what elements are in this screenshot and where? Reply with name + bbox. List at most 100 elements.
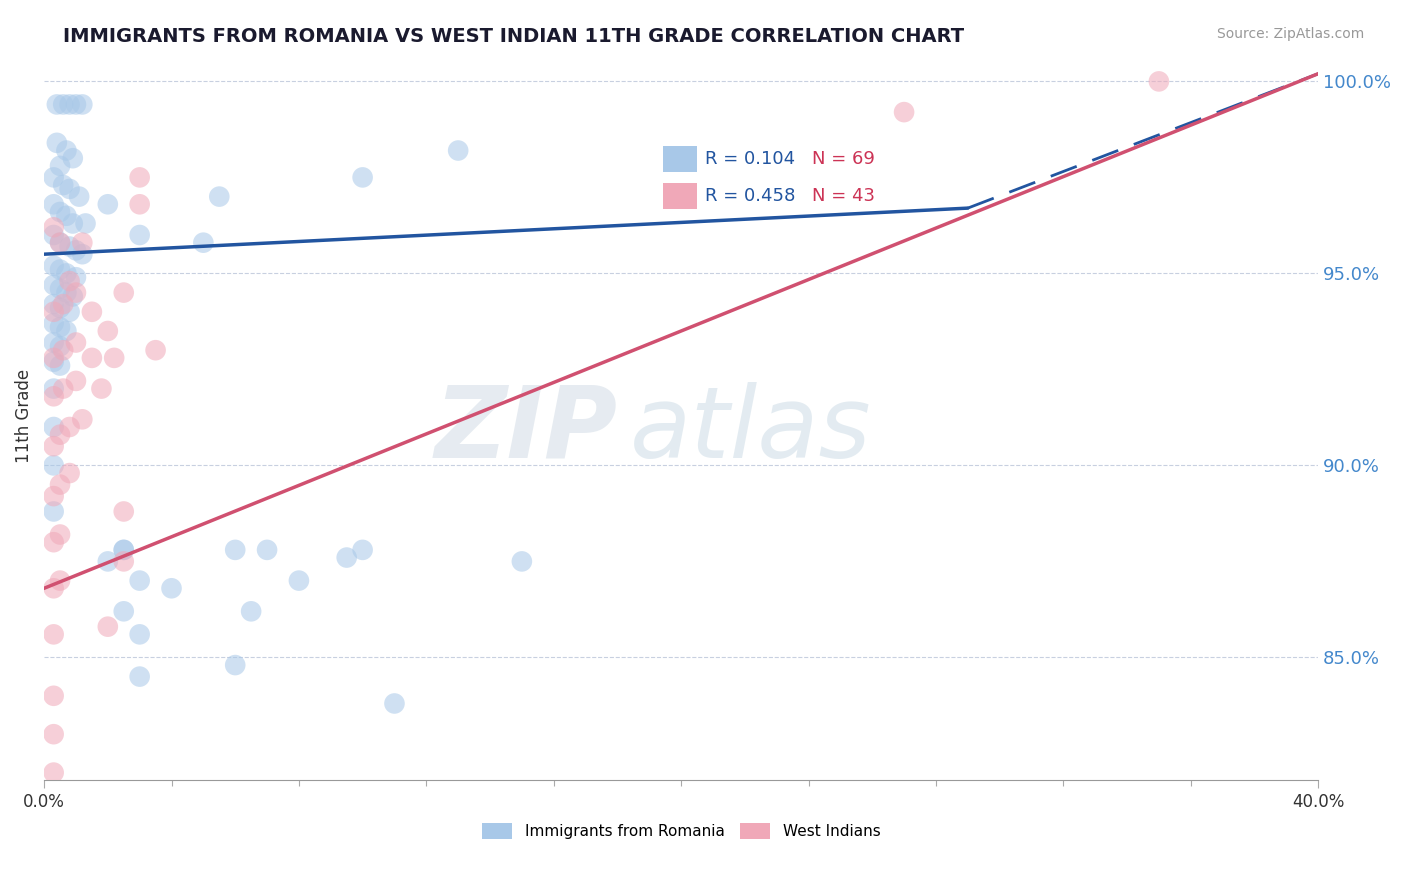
Point xyxy=(42,170,65,185)
Point xyxy=(42,727,65,741)
Point xyxy=(55,285,77,300)
Point xyxy=(42,439,65,453)
Y-axis label: 11th Grade: 11th Grade xyxy=(15,368,32,463)
Point xyxy=(65,244,87,258)
Bar xyxy=(664,183,697,209)
Point xyxy=(62,151,84,165)
Point xyxy=(42,627,65,641)
Point xyxy=(49,235,72,250)
Point xyxy=(58,239,80,253)
Point xyxy=(1147,74,1170,88)
Point xyxy=(65,374,87,388)
Point xyxy=(55,267,77,281)
Text: Source: ZipAtlas.com: Source: ZipAtlas.com xyxy=(1216,27,1364,41)
Point xyxy=(112,504,135,518)
Point xyxy=(384,697,406,711)
Point xyxy=(55,209,77,223)
Text: IMMIGRANTS FROM ROMANIA VS WEST INDIAN 11TH GRADE CORRELATION CHART: IMMIGRANTS FROM ROMANIA VS WEST INDIAN 1… xyxy=(63,27,965,45)
Point xyxy=(62,289,84,303)
Point xyxy=(97,324,120,338)
Point xyxy=(58,97,80,112)
Point xyxy=(893,105,915,120)
Point xyxy=(224,542,246,557)
Point xyxy=(90,382,112,396)
Point xyxy=(240,604,263,618)
Point xyxy=(65,97,87,112)
Point xyxy=(49,359,72,373)
Point xyxy=(45,136,67,150)
Point xyxy=(49,282,72,296)
Point xyxy=(65,335,87,350)
Point xyxy=(45,97,67,112)
Point xyxy=(352,170,374,185)
Point xyxy=(52,97,75,112)
Point xyxy=(58,420,80,434)
Point xyxy=(42,582,65,596)
Point xyxy=(42,535,65,549)
Point xyxy=(49,262,72,277)
Text: R = 0.458: R = 0.458 xyxy=(704,186,796,204)
Point xyxy=(42,277,65,292)
Point xyxy=(42,458,65,473)
Point xyxy=(336,550,359,565)
Point xyxy=(112,542,135,557)
Point xyxy=(112,285,135,300)
Point xyxy=(52,343,75,358)
Point xyxy=(49,527,72,541)
Point xyxy=(49,235,72,250)
Point xyxy=(42,351,65,365)
Point xyxy=(145,343,167,358)
Point xyxy=(128,227,150,242)
Point xyxy=(80,305,103,319)
Point xyxy=(42,382,65,396)
Point xyxy=(42,197,65,211)
Point xyxy=(42,689,65,703)
Point xyxy=(447,144,470,158)
Point xyxy=(72,235,94,250)
Point xyxy=(160,582,183,596)
Point xyxy=(49,301,72,315)
Point xyxy=(75,217,97,231)
Point xyxy=(128,627,150,641)
Point xyxy=(65,270,87,285)
Point xyxy=(42,504,65,518)
Point xyxy=(49,574,72,588)
Point xyxy=(42,420,65,434)
Point xyxy=(49,477,72,491)
Point xyxy=(58,466,80,480)
Point xyxy=(224,658,246,673)
Point xyxy=(42,355,65,369)
Point xyxy=(52,382,75,396)
Point xyxy=(42,297,65,311)
Point xyxy=(62,217,84,231)
Point xyxy=(112,542,135,557)
Point xyxy=(49,159,72,173)
Point xyxy=(97,197,120,211)
Point xyxy=(128,170,150,185)
Text: N = 69: N = 69 xyxy=(813,150,875,168)
Point xyxy=(128,670,150,684)
Point xyxy=(42,812,65,826)
Point xyxy=(49,339,72,353)
Legend: Immigrants from Romania, West Indians: Immigrants from Romania, West Indians xyxy=(475,817,886,846)
Point xyxy=(103,351,125,365)
Point xyxy=(112,554,135,568)
Point xyxy=(52,178,75,192)
Text: atlas: atlas xyxy=(630,382,872,479)
Point xyxy=(208,189,231,203)
Point xyxy=(55,324,77,338)
Point xyxy=(42,489,65,503)
Point xyxy=(58,182,80,196)
Point xyxy=(193,235,215,250)
Point xyxy=(352,542,374,557)
Point xyxy=(52,297,75,311)
Point xyxy=(49,320,72,334)
Point xyxy=(72,97,94,112)
Point xyxy=(128,197,150,211)
Point xyxy=(80,351,103,365)
Point xyxy=(112,604,135,618)
Point xyxy=(72,412,94,426)
Point xyxy=(42,259,65,273)
Point xyxy=(42,335,65,350)
Point xyxy=(42,227,65,242)
